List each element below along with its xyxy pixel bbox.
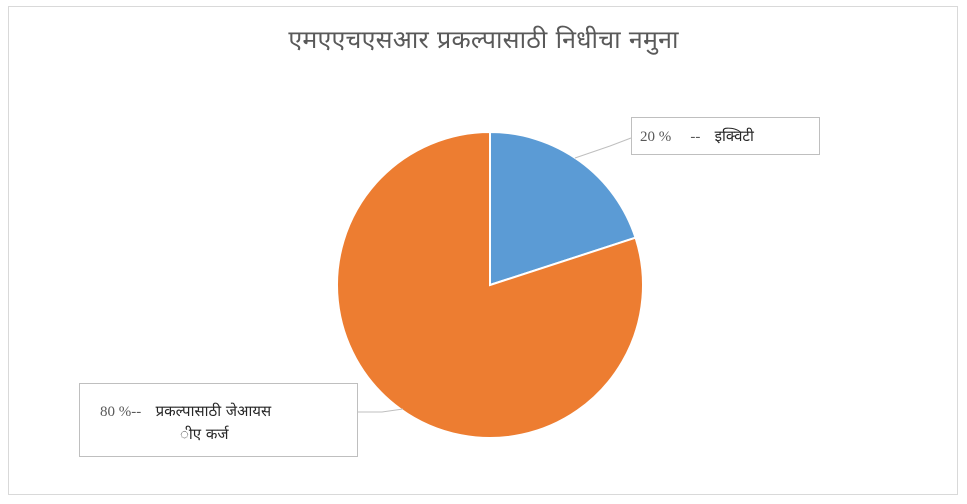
- data-label-equity-text: 20 % -- इक्विटी: [640, 125, 754, 148]
- data-label-loan: 80 %-- प्रकल्पासाठी जेआयस ीए कर्ज: [79, 383, 358, 457]
- loan-percentage: 80 %: [100, 404, 132, 420]
- equity-label: इक्विटी: [714, 127, 754, 145]
- loan-label-line2: ीए कर्ज: [180, 425, 229, 443]
- leader-lines: [358, 137, 632, 413]
- loan-label: प्रकल्पासाठी जेआयस: [155, 402, 272, 420]
- data-label-equity: 20 % -- इक्विटी: [631, 117, 820, 155]
- chart-title: एमएएचएसआर प्रकल्पासाठी निधीचा नमुना: [288, 25, 679, 54]
- equity-percentage: 20 %: [640, 129, 672, 145]
- leader-line-equity: [574, 137, 632, 159]
- leader-line-loan: [358, 408, 404, 413]
- equity-separator: --: [690, 129, 701, 145]
- data-label-loan-text: 80 %-- प्रकल्पासाठी जेआयस ीए कर्ज: [100, 400, 350, 445]
- pie-slice-equity: [489, 130, 637, 287]
- pie-slices: [336, 130, 644, 439]
- pie-slice-loan: [336, 130, 644, 439]
- loan-separator: --: [131, 404, 142, 420]
